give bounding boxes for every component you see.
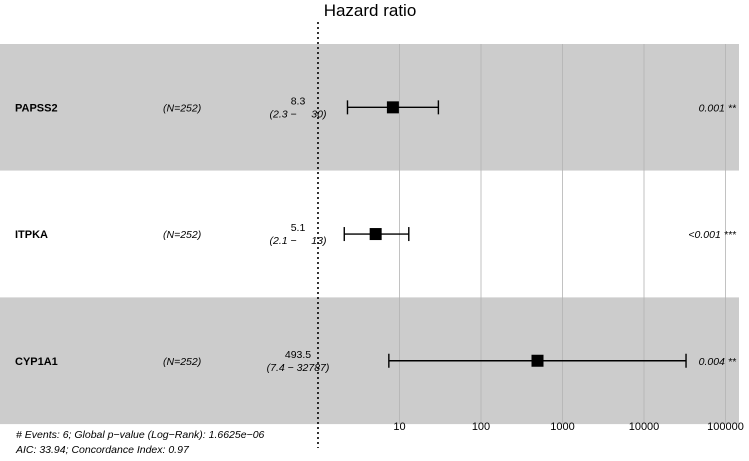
- estimates: [343, 100, 687, 368]
- ci-label: (7.4 − 32787): [267, 362, 330, 374]
- hr-label: 8.3: [291, 95, 306, 107]
- x-tick-label: 10000: [629, 421, 660, 433]
- x-tick-label: 1000: [550, 421, 574, 433]
- chart-title: Hazard ratio: [324, 1, 417, 20]
- x-tick-label: 100000: [707, 421, 744, 433]
- variable-label: CYP1A1: [15, 356, 58, 368]
- ci-label: (2.3 − 30): [270, 108, 327, 120]
- variable-label: PAPSS2: [15, 102, 58, 114]
- p-value-label: <0.001 ***: [688, 229, 736, 241]
- footer-line-2: AIC: 33.94; Concordance Index: 0.97: [15, 444, 190, 456]
- n-label: (N=252): [163, 229, 201, 241]
- variable-label: ITPKA: [15, 229, 48, 241]
- row-labels: PAPSS2 (N=252) 8.3(2.3 − 30) 0.001 ** ITPKA (…: [15, 95, 737, 373]
- x-tick-labels: 10 100 1000 10000 100000: [393, 421, 743, 433]
- n-label: (N=252): [163, 102, 201, 114]
- hr-label: 493.5: [285, 349, 311, 361]
- ci-label: (2.1 − 13): [270, 235, 327, 247]
- hr-label: 5.1: [291, 222, 306, 234]
- p-value-label: 0.004 **: [699, 356, 737, 368]
- x-tick-label: 10: [393, 421, 405, 433]
- hr-point-marker: [531, 354, 544, 367]
- n-label: (N=252): [163, 356, 201, 368]
- p-value-label: 0.001 **: [699, 102, 737, 114]
- footer-line-1: # Events: 6; Global p−value (Log−Rank): …: [16, 429, 265, 441]
- hr-point-marker: [386, 101, 399, 114]
- x-tick-label: 100: [472, 421, 490, 433]
- hr-point-marker: [369, 228, 382, 241]
